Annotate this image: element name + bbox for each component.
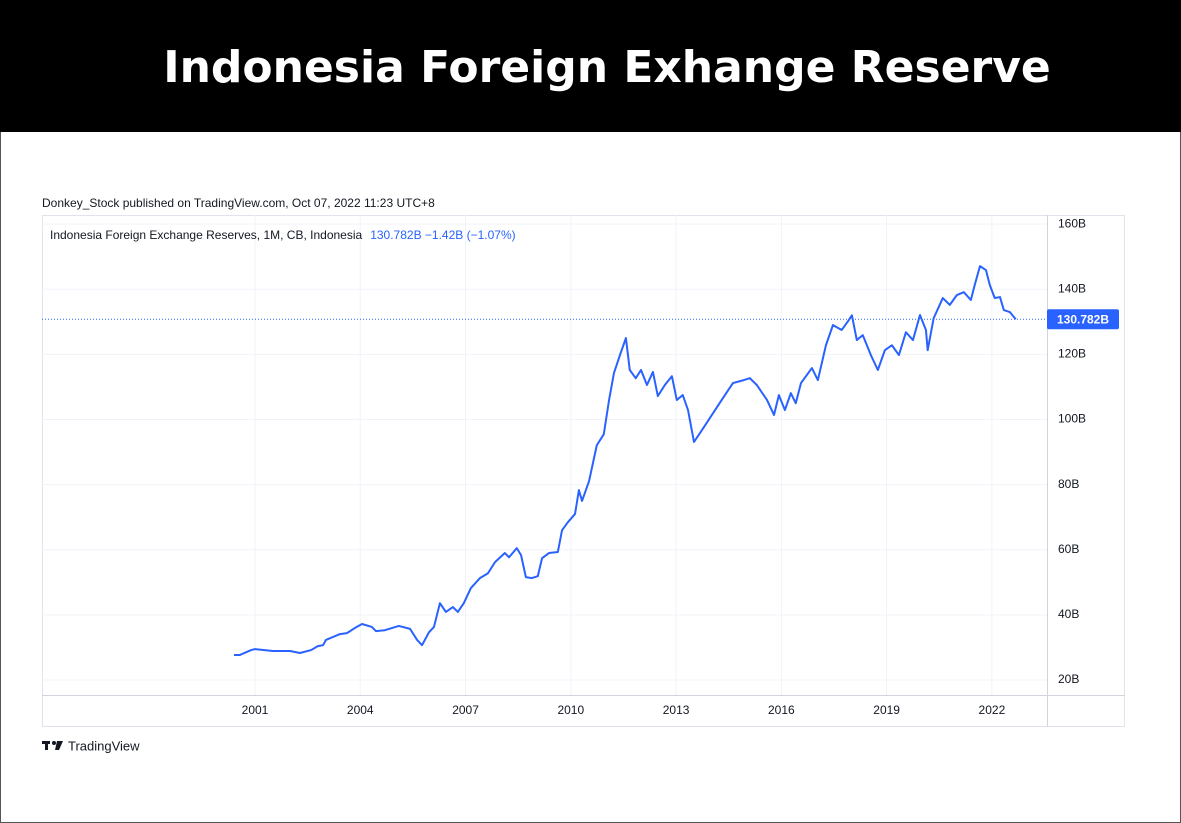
grid (42, 215, 1047, 695)
brand-logo (42, 741, 63, 750)
last-value-label: 130.782B (1057, 312, 1109, 326)
x-tick-label: 2007 (452, 703, 479, 717)
x-tick-label: 2004 (347, 703, 374, 717)
y-tick-label: 120B (1058, 347, 1086, 361)
legend: Indonesia Foreign Exchange Reserves, 1M,… (50, 228, 516, 242)
x-tick-label: 2013 (663, 703, 690, 717)
plot (42, 265, 1047, 656)
y-tick-label: 140B (1058, 281, 1086, 295)
x-tick-label: 2019 (873, 703, 900, 717)
x-tick-label: 2001 (242, 703, 269, 717)
y-tick-label: 60B (1058, 542, 1079, 556)
legend-name: Indonesia Foreign Exchange Reserves, 1M,… (50, 228, 363, 242)
x-tick-label: 2022 (979, 703, 1006, 717)
publisher: Donkey_Stock published on TradingView.co… (42, 196, 435, 210)
header-bar (0, 0, 1181, 132)
chart-frame (42, 215, 1125, 727)
brand: TradingView (68, 738, 140, 753)
legend-status: 130.782B −1.42B (−1.07%) (370, 228, 515, 242)
y-tick-label: 100B (1058, 412, 1086, 426)
y-tick-label: 80B (1058, 477, 1079, 491)
y-tick-label: 160B (1058, 216, 1086, 230)
page-title: Indonesia Foreign Exhange Reserve (163, 42, 1051, 93)
x-tick-label: 2016 (768, 703, 795, 717)
last-value-box (1047, 309, 1119, 330)
y-tick-label: 20B (1058, 672, 1079, 686)
y-tick-label: 40B (1058, 607, 1079, 621)
x-tick-label: 2010 (557, 703, 584, 717)
series-line (233, 265, 1017, 656)
